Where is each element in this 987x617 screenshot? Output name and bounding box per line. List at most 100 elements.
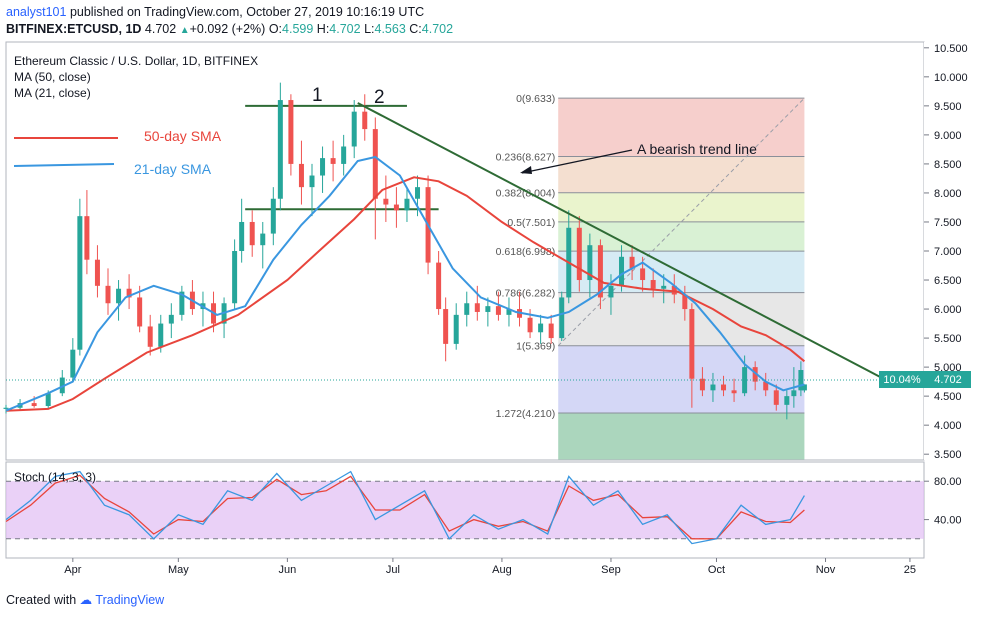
candle-body — [59, 377, 65, 394]
fib-zone — [558, 292, 805, 346]
candle-body — [147, 326, 153, 347]
fib-level-label: 0.5(7.501) — [507, 217, 555, 229]
candle-body — [784, 396, 790, 405]
candle-body — [587, 245, 593, 281]
time-tick-label: May — [168, 564, 189, 576]
candle-body — [298, 163, 304, 188]
fib-zone — [558, 345, 805, 413]
sma50-annotation: 50-day SMA — [144, 128, 222, 144]
candle-body — [70, 349, 76, 378]
tradingview-link[interactable]: TradingView — [95, 593, 165, 607]
fib-zone — [558, 98, 805, 157]
candle-body — [270, 198, 276, 234]
fib-level-label: 0.382(8.004) — [496, 188, 556, 200]
candle-body — [752, 367, 758, 382]
sma21-key-line — [13, 163, 115, 167]
candle-body — [576, 227, 582, 281]
stoch-k-line — [5, 470, 805, 545]
candle-body — [84, 216, 90, 260]
candle-body — [126, 288, 132, 298]
fib-level-label: 0.236(8.627) — [496, 152, 556, 164]
candle-body — [689, 309, 695, 379]
bearish-trend-line — [357, 102, 893, 385]
candle-body — [731, 390, 737, 394]
candle-body — [650, 280, 656, 289]
trend-line-drawing[interactable] — [357, 102, 893, 385]
stoch-tick-label: 40.00 — [934, 515, 962, 527]
price-tick-label: 3.500 — [934, 449, 962, 461]
candle-body — [443, 309, 449, 344]
candle-body — [158, 323, 164, 347]
stoch-legend[interactable]: Stoch (14, 3, 3) — [14, 470, 96, 484]
time-tick-label: Jul — [386, 564, 400, 576]
ohlc-values: O:4.599 H:4.702 L:4.563 C:4.702 — [268, 22, 454, 36]
candle-body — [3, 407, 9, 409]
candle-body — [559, 297, 565, 339]
footer: Created with ☁ TradingView — [6, 592, 164, 607]
ma21-legend[interactable]: MA (21, close) — [14, 86, 91, 100]
price-tick-label: 8.000 — [934, 188, 962, 200]
time-tick-label: Nov — [816, 564, 836, 576]
candle-body — [436, 262, 442, 310]
candle-body — [320, 158, 326, 176]
last-price: 4.702 — [144, 22, 177, 36]
candle-body — [671, 285, 677, 295]
candle-body — [801, 384, 807, 391]
annotation-arrow — [521, 149, 633, 174]
candle-body — [362, 111, 368, 130]
sma21-line — [5, 155, 805, 412]
stoch-tick-label: 80.00 — [934, 476, 962, 488]
candle-body — [415, 187, 421, 199]
candle-body — [239, 221, 245, 251]
candle-body — [393, 204, 399, 211]
candle-body — [485, 306, 491, 312]
fib-zone — [558, 412, 805, 460]
candle-body — [137, 297, 143, 327]
candle-body — [721, 384, 727, 391]
candle-body — [773, 390, 779, 405]
candle-body — [464, 303, 470, 315]
stochastic-series: 80.00 40.00 — [5, 470, 962, 545]
candle-body — [330, 158, 336, 164]
time-axis[interactable]: Apr May Jun Jul Aug Sep Oct Nov 25 — [64, 558, 916, 576]
tradingview-cloud-icon: ☁ — [79, 593, 93, 607]
candle-body — [495, 306, 501, 315]
price-tick-label: 10.000 — [934, 72, 968, 84]
price-tick-label: 10.500 — [934, 43, 968, 55]
candle-body — [249, 221, 255, 246]
candle-body — [309, 175, 315, 188]
open-value: 4.599 — [282, 22, 314, 36]
candle-body — [341, 146, 347, 164]
arrow-head-icon — [520, 166, 532, 174]
candle-body — [682, 294, 688, 310]
price-badge-text: 4.702 — [934, 374, 962, 386]
candle-body — [404, 198, 410, 211]
author-link[interactable]: analyst101 — [6, 5, 67, 19]
candle-body — [232, 251, 238, 304]
candle-body — [260, 233, 266, 246]
moving-averages — [5, 155, 806, 412]
fib-diagonal — [557, 97, 805, 347]
candle-body — [619, 256, 625, 286]
price-tick-label: 9.000 — [934, 130, 962, 142]
time-tick-label: Apr — [64, 564, 81, 576]
candle-body — [791, 390, 797, 397]
candle-body — [798, 370, 804, 391]
price-tick-label: 6.000 — [934, 304, 962, 316]
time-tick-label: Oct — [708, 564, 725, 576]
published-text: published on TradingView.com, October 27… — [69, 5, 425, 19]
candle-body — [288, 100, 294, 164]
candle-body — [548, 323, 554, 339]
fib-zone — [558, 221, 805, 252]
sma21-annotation: 21-day SMA — [134, 161, 212, 177]
candle-body — [661, 285, 667, 289]
price-tick-label: 6.500 — [934, 275, 962, 287]
fib-zone — [558, 192, 805, 222]
candle-body — [629, 256, 635, 269]
ma50-legend[interactable]: MA (50, close) — [14, 70, 91, 84]
candle-body — [372, 129, 378, 199]
candle-body — [453, 314, 459, 344]
price-axis[interactable]: 10.500 10.000 9.500 9.000 8.500 8.000 7.500 7.0… — [924, 42, 987, 461]
sma50-line — [5, 176, 806, 412]
